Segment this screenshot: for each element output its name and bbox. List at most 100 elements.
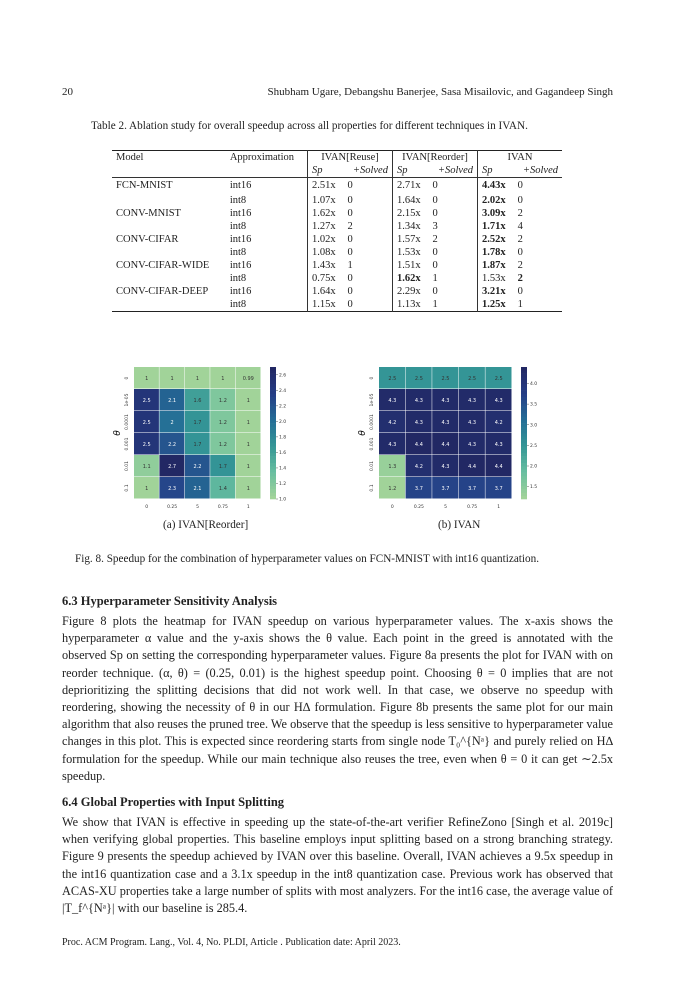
heatmap-cell bbox=[210, 433, 236, 455]
colorbar-segment bbox=[270, 436, 276, 440]
colorbar-segment bbox=[521, 462, 527, 467]
table-cell: CONV-CIFAR-DEEP bbox=[116, 285, 209, 297]
cell-label: 3.7 bbox=[442, 486, 450, 492]
colorbar-segment bbox=[270, 472, 276, 477]
colorbar-segment bbox=[270, 396, 276, 401]
cell-label: 4.2 bbox=[415, 464, 423, 470]
colorbar-tick-label: 2.0 bbox=[530, 464, 537, 470]
table-cell: 0 bbox=[517, 194, 523, 206]
x-axis-label: α bbox=[443, 511, 449, 512]
heatmap-cell bbox=[210, 455, 236, 477]
y-tick-label: 0.01 bbox=[369, 461, 375, 471]
y-tick-label: 0.001 bbox=[124, 437, 130, 450]
table-cell: 1.64x bbox=[306, 284, 344, 298]
colorbar-segment bbox=[270, 393, 276, 397]
table-cell: 1 bbox=[347, 259, 353, 271]
colorbar-segment bbox=[270, 433, 276, 437]
colorbar-segment bbox=[521, 416, 527, 421]
heatmap-cell bbox=[485, 389, 512, 411]
table-cell: 2 bbox=[432, 233, 438, 245]
table-row: CONV-CIFAR-DEEP int16 1.64x 0 2.29x 0 3.21x 0 bbox=[112, 284, 562, 298]
heatmap-cell bbox=[485, 477, 512, 499]
table-cell: 1.15x bbox=[306, 297, 344, 311]
heatmap-cell bbox=[458, 367, 485, 389]
table-cell: 0 bbox=[347, 233, 353, 245]
footer: Proc. ACM Program. Lang., Vol. 4, No. PL… bbox=[62, 937, 401, 948]
colorbar-segment bbox=[270, 492, 276, 496]
section-6-4-title: 6.4 Global Properties with Input Splitti… bbox=[62, 795, 285, 810]
heatmap-cell bbox=[235, 455, 261, 477]
table-cell: 1 bbox=[432, 298, 438, 310]
colorbar-segment bbox=[270, 489, 276, 493]
colorbar-tick-label: 3.0 bbox=[530, 422, 537, 428]
cell-label: 4.2 bbox=[495, 420, 503, 426]
cell-label: 1 bbox=[247, 464, 250, 470]
cell-label: 2.5 bbox=[143, 442, 151, 448]
colorbar-segment bbox=[270, 475, 276, 480]
table-cell: int16 bbox=[229, 180, 252, 192]
column-subheader: +Solved bbox=[352, 165, 388, 176]
table-cell: 1.02x bbox=[306, 232, 344, 246]
colorbar-segment bbox=[521, 390, 527, 394]
heatmap-cell bbox=[432, 411, 459, 433]
colorbar-segment bbox=[270, 456, 276, 460]
y-tick-label: 0.001 bbox=[369, 437, 375, 450]
colorbar-segment bbox=[521, 393, 527, 397]
heatmap-cell bbox=[134, 455, 159, 477]
y-tick-label: 1e-05 bbox=[369, 393, 375, 406]
colorbar-segment bbox=[521, 456, 527, 460]
colorbar-segment bbox=[270, 469, 276, 473]
table-cell: 0 bbox=[432, 285, 438, 297]
x-tick-label: 0.75 bbox=[467, 504, 477, 510]
table-cell: 2.02x bbox=[476, 193, 514, 207]
table-cell bbox=[112, 220, 226, 233]
heatmap-cell bbox=[134, 367, 159, 389]
heatmap-cell bbox=[184, 389, 210, 411]
colorbar-segment bbox=[270, 416, 276, 421]
cell-label: 1.1 bbox=[143, 464, 151, 470]
colorbar-segment bbox=[521, 419, 527, 424]
heatmap-cell bbox=[235, 411, 261, 433]
table-cell: 1.57x bbox=[391, 232, 429, 246]
x-tick-label: 0.75 bbox=[218, 504, 228, 510]
cell-label: 2.7 bbox=[168, 464, 176, 470]
colorbar-segment bbox=[521, 396, 527, 401]
heatmap-cell bbox=[405, 455, 432, 477]
heatmap-cell bbox=[184, 455, 210, 477]
cell-label: 1.4 bbox=[219, 486, 227, 492]
heatmap-cell bbox=[485, 433, 512, 455]
colorbar-segment bbox=[270, 376, 276, 381]
colorbar-tick-label: 1.6 bbox=[279, 450, 286, 456]
heatmap-cell bbox=[405, 433, 432, 455]
y-tick-label: 0 bbox=[124, 376, 130, 379]
colorbar-segment bbox=[521, 469, 527, 473]
colorbar-segment bbox=[521, 433, 527, 437]
column-header: IVAN[Reorder] bbox=[391, 150, 478, 164]
heatmap-cell bbox=[210, 411, 236, 433]
table-cell: int8 bbox=[229, 220, 247, 232]
page-number: 20 bbox=[62, 86, 73, 98]
table-cell: 2 bbox=[347, 220, 353, 232]
heatmap-cell bbox=[405, 389, 432, 411]
table-cell: 1 bbox=[517, 298, 523, 310]
cell-label: 1 bbox=[196, 376, 199, 382]
table-cell: 1.07x bbox=[306, 193, 344, 207]
table-row: int8 0.75x 0 1.62x 1 1.53x 2 bbox=[112, 271, 562, 285]
colorbar-segment bbox=[521, 459, 527, 463]
colorbar-segment bbox=[521, 489, 527, 493]
running-header: Shubham Ugare, Debangshu Banerjee, Sasa … bbox=[267, 86, 614, 98]
colorbar-segment bbox=[521, 442, 527, 447]
table-cell: int8 bbox=[229, 298, 247, 310]
colorbar-segment bbox=[270, 429, 276, 434]
table-cell: 0 bbox=[347, 246, 353, 258]
colorbar-tick-label: 1.5 bbox=[530, 484, 537, 490]
cell-label: 1.2 bbox=[219, 420, 227, 426]
table-cell: 2.15x bbox=[391, 206, 429, 220]
colorbar-tick-label: 1.4 bbox=[279, 466, 286, 472]
colorbar-segment bbox=[270, 383, 276, 388]
colorbar-tick-label: 1.2 bbox=[279, 481, 286, 487]
heatmap-cell bbox=[485, 455, 512, 477]
cell-label: 1 bbox=[247, 398, 250, 404]
table-cell: 2.51x bbox=[306, 177, 344, 194]
heatmap-cell bbox=[159, 477, 185, 499]
